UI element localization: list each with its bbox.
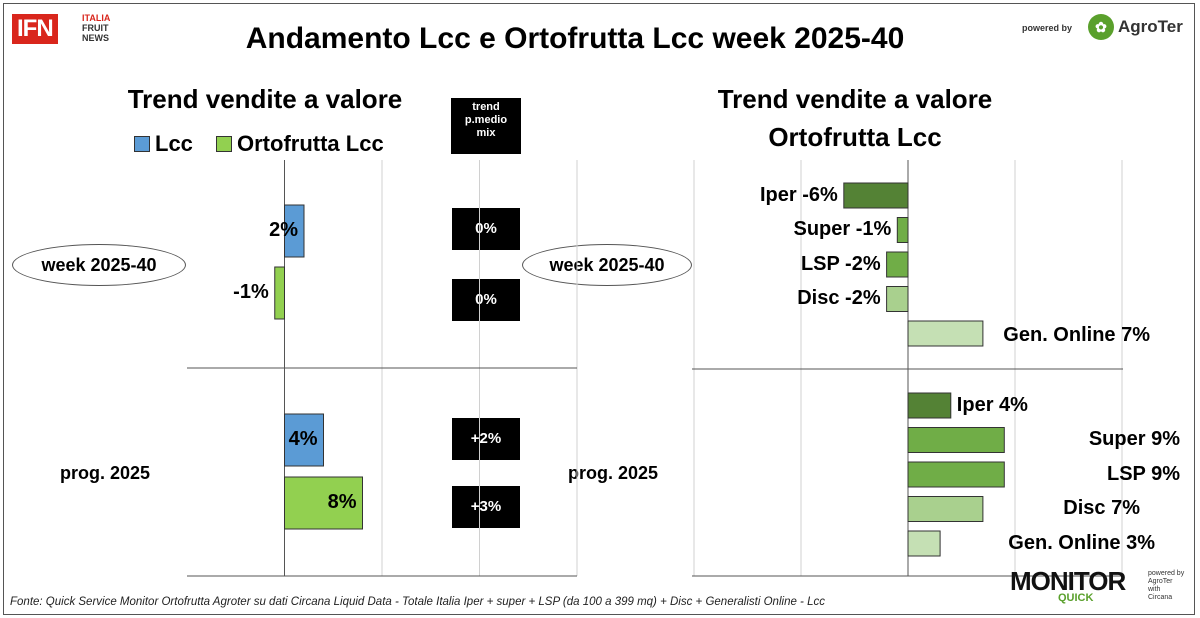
right-bar-label-1-3: Disc 7% xyxy=(1063,497,1140,519)
right-bar-0-0 xyxy=(843,182,909,209)
main-title: Andamento Lcc e Ortofrutta Lcc week 2025… xyxy=(245,22,905,55)
monitor-small-line-3: with xyxy=(1148,586,1161,593)
right-bar-1-1 xyxy=(907,427,1005,453)
right-bar-0-2 xyxy=(886,251,909,278)
right-bar-1-3 xyxy=(907,496,984,522)
powered-by-label: powered by xyxy=(1022,23,1073,33)
right-row-label-prog: prog. 2025 xyxy=(568,463,659,483)
legend-swatch-ortofrutta xyxy=(216,136,232,152)
right-bar-label-1-1: Super 9% xyxy=(1088,428,1180,450)
ifn-logo-text: ITALIA FRUIT NEWS xyxy=(82,13,110,43)
right-panel-title-line-2: Ortofrutta Lcc xyxy=(768,122,942,152)
left-bar-label-0-0: 2% xyxy=(269,219,298,241)
right-bar-label-1-4: Gen. Online 3% xyxy=(1008,531,1155,554)
ifn-line-3: NEWS xyxy=(82,33,109,43)
left-bar-label-1-0: -1% xyxy=(233,281,269,303)
right-bar-label-0-4: Gen. Online 7% xyxy=(1003,323,1150,346)
ifn-logo: IFN ITALIA FRUIT NEWS xyxy=(12,10,132,48)
right-bar-label-0-2: LSP -2% xyxy=(800,252,881,275)
left-bar-ortofrutta-1 xyxy=(284,476,363,530)
monitor-small-line-2: AgroTer xyxy=(1148,578,1173,585)
chart-frame xyxy=(3,3,1195,615)
ifn-logo-mark: IFN xyxy=(12,14,58,44)
right-panel-title-line-1: Trend vendite a valore xyxy=(717,84,993,114)
trend-value-week-ortofrutta: 0% xyxy=(452,279,520,321)
left-panel-title: Trend vendite a valore xyxy=(127,84,403,114)
right-bar-0-3 xyxy=(886,286,909,312)
legend-label-lcc: Lcc xyxy=(155,131,193,156)
ifn-line-2: FRUIT xyxy=(82,23,109,33)
right-row-label-week: week 2025-40 xyxy=(522,244,692,286)
trend-header-line-3: mix xyxy=(476,127,496,139)
right-bar-label-1-2: LSP 9% xyxy=(1107,462,1180,485)
left-row-label-week: week 2025-40 xyxy=(12,244,186,286)
trend-header-line-1: trend xyxy=(472,101,500,113)
right-bar-1-2 xyxy=(907,461,1005,488)
monitor-small-line-1: powered by xyxy=(1148,570,1185,577)
agroter-leaf-icon: ✿ xyxy=(1088,14,1114,40)
right-bar-label-0-0: Iper -6% xyxy=(760,183,838,206)
agroter-logo-text: AgroTer xyxy=(1118,17,1183,36)
right-bar-label-0-1: Super -1% xyxy=(793,218,892,240)
monitor-quick-text: QUICK xyxy=(1058,592,1094,604)
left-bar-lcc-1 xyxy=(284,413,324,467)
trend-header: trend p.medio mix xyxy=(451,98,521,154)
trend-value-prog-lcc: +2% xyxy=(452,418,520,460)
legend-label-ortofrutta: Ortofrutta Lcc xyxy=(237,131,384,156)
right-bar-1-4 xyxy=(907,530,941,557)
right-bar-0-4 xyxy=(907,320,984,347)
left-bar-ortofrutta-0 xyxy=(274,266,285,320)
agroter-logo: ✿ AgroTer xyxy=(1088,14,1188,44)
right-bar-1-0 xyxy=(907,392,952,419)
trend-value-week-lcc: 0% xyxy=(452,208,520,250)
left-bar-label-0-1: 4% xyxy=(288,428,318,450)
right-bar-0-1 xyxy=(896,217,909,243)
trend-value-prog-ortofrutta: +3% xyxy=(452,486,520,528)
trend-header-line-2: p.medio xyxy=(464,114,508,126)
right-bar-label-0-3: Disc -2% xyxy=(797,287,881,309)
monitor-small-line-4: Circana xyxy=(1148,594,1173,601)
right-bar-label-1-0: Iper 4% xyxy=(956,393,1028,416)
monitor-small-text: powered by AgroTer with Circana xyxy=(1148,570,1184,602)
monitor-logo-text: MONITOR xyxy=(1010,566,1126,596)
legend-swatch-lcc xyxy=(134,136,150,152)
ifn-line-1: ITALIA xyxy=(82,13,111,23)
left-bar-label-1-1: 8% xyxy=(327,491,357,513)
left-row-label-prog: prog. 2025 xyxy=(60,463,151,483)
monitor-quick-logo: MONITOR QUICK powered by AgroTer with Ci… xyxy=(1010,566,1190,608)
source-footnote: Fonte: Quick Service Monitor Ortofrutta … xyxy=(10,596,825,608)
left-bar-lcc-0 xyxy=(284,204,305,258)
